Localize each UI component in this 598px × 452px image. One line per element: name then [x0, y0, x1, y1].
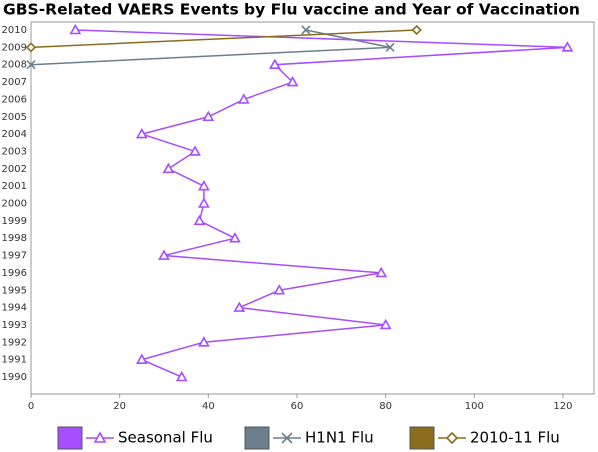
point	[411, 24, 422, 36]
y-tick-label: 1990	[2, 372, 27, 383]
x-tick-label: 120	[553, 401, 572, 412]
point	[202, 110, 215, 122]
legend-marker	[281, 432, 293, 444]
y-tick-label: 2005	[2, 112, 27, 123]
series-line	[75, 29, 568, 378]
y-tick-label: 2010	[2, 25, 27, 36]
point	[25, 42, 37, 53]
x-tick-label: 60	[291, 401, 304, 412]
y-tick-label: 1992	[2, 337, 27, 348]
y-tick-label: 1993	[2, 320, 27, 331]
point	[301, 25, 311, 35]
y-tick-label: 1997	[2, 251, 27, 262]
legend-label: H1N1 Flu	[305, 429, 374, 447]
point	[135, 127, 148, 139]
legend-marker	[93, 431, 107, 443]
y-tick-label: 2004	[2, 129, 27, 140]
y-tick-label: 2006	[2, 94, 27, 105]
y-tick-label: 1991	[2, 355, 27, 366]
point	[158, 249, 170, 260]
point	[379, 318, 392, 330]
y-tick-label: 1995	[2, 285, 27, 296]
y-tick-label: 2007	[2, 77, 27, 88]
y-tick-label: 2009	[2, 42, 27, 53]
point	[268, 58, 281, 69]
legend-marker	[445, 431, 459, 445]
y-tick-label: 1996	[2, 268, 27, 279]
y-tick-label: 2008	[2, 60, 27, 71]
legend-swatch	[409, 426, 435, 450]
point	[162, 162, 175, 174]
legend-item: 2010-11 Flu	[409, 426, 560, 450]
y-tick-label: 2001	[2, 181, 27, 192]
point	[229, 232, 241, 243]
legend-label: Seasonal Flu	[118, 429, 213, 447]
point	[273, 284, 286, 295]
plot-frame	[30, 21, 595, 395]
point	[198, 197, 210, 208]
y-tick-label: 2003	[2, 146, 27, 157]
point	[233, 301, 246, 312]
x-tick-label: 100	[465, 401, 484, 412]
legend-swatch	[244, 426, 270, 450]
point	[237, 93, 250, 104]
x-tick-label: 80	[379, 401, 392, 412]
point	[385, 42, 395, 52]
legend-item: H1N1 Flu	[244, 426, 374, 450]
point	[193, 214, 206, 226]
point	[189, 145, 201, 156]
chart-title: GBS-Related VAERS Events by Flu vaccine …	[3, 1, 580, 19]
x-tick-label: 20	[113, 401, 126, 412]
series-line	[30, 29, 417, 49]
x-tick-label: 0	[28, 401, 34, 412]
y-tick-label: 2000	[2, 199, 27, 210]
point	[375, 266, 388, 278]
legend-swatch	[57, 426, 83, 450]
point	[198, 180, 210, 191]
point	[286, 75, 299, 87]
y-tick-label: 1999	[2, 216, 27, 227]
point	[198, 336, 210, 347]
point	[175, 370, 188, 382]
point	[69, 23, 82, 35]
y-tick-label: 1994	[2, 303, 27, 314]
y-tick-label: 1998	[2, 233, 27, 244]
y-tick-label: 2002	[2, 164, 27, 175]
point	[26, 60, 36, 70]
x-tick-label: 40	[202, 401, 215, 412]
point	[561, 41, 574, 52]
point	[135, 353, 148, 364]
legend-label: 2010-11 Flu	[470, 429, 560, 447]
legend-item: Seasonal Flu	[57, 426, 213, 450]
